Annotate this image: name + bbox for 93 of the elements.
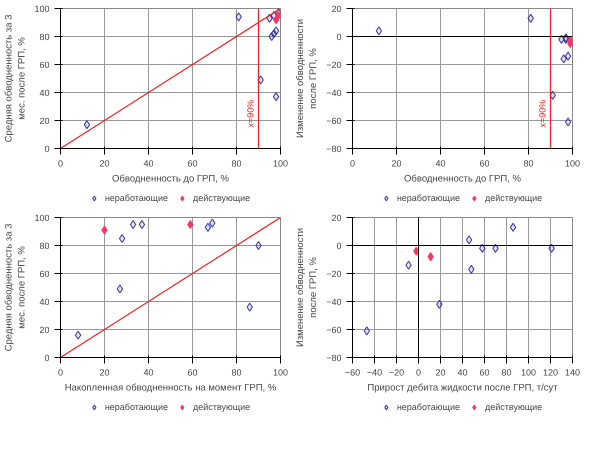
point	[405, 260, 412, 270]
y-tick-label: 0	[44, 353, 50, 363]
x-tick-label: 20	[99, 368, 110, 378]
x-tick-label: 0	[350, 158, 356, 168]
x-tick-label: 80	[231, 368, 242, 378]
y-tick-label: 0	[44, 144, 50, 154]
point	[436, 300, 443, 309]
x-tick-label: 40	[457, 368, 468, 378]
point	[427, 252, 434, 262]
legend-label: действующие	[484, 401, 542, 413]
point	[116, 284, 124, 294]
x-tick-label: 0	[58, 368, 64, 378]
x-tick-label: 60	[187, 368, 198, 378]
y-tick-label: −40	[326, 88, 342, 98]
y-tick-label: 100	[34, 4, 50, 14]
y-tick-label: 60	[39, 60, 50, 70]
point	[376, 26, 382, 36]
y-tick-label: −60	[326, 116, 342, 126]
x-tick-label: 100	[520, 368, 536, 378]
x-tick-label: −40	[366, 368, 382, 378]
x-tick-label: 0	[58, 158, 64, 168]
y-tick-label: 20	[331, 4, 342, 14]
y-tick-label: 20	[331, 213, 342, 223]
y-tick-label: 40	[39, 88, 50, 98]
y-tick-label: 0	[336, 241, 342, 251]
x-tick-label: 40	[143, 368, 154, 378]
ref-line-label: x=90%	[538, 100, 548, 128]
x-tick-label: 20	[99, 158, 110, 168]
y-axis-title: Средняя обводненность за 3 мес. после ГРП, %	[3, 14, 28, 142]
y-tick-label: 20	[39, 116, 50, 126]
point	[74, 330, 82, 340]
x-axis-title: Обводненность до ГРП, %	[112, 174, 230, 184]
y-tick-label: −80	[326, 144, 342, 154]
x-tick-label: 80	[231, 158, 242, 168]
legend-label: неработающие	[104, 401, 168, 413]
y-tick-label: −20	[326, 269, 342, 279]
y-tick-label: −80	[326, 353, 342, 363]
x-tick-label: 80	[523, 158, 534, 168]
x-tick-label: 120	[542, 368, 558, 378]
point	[118, 234, 126, 243]
x-axis-title: Прирост дебита жидкости после ГРП, т/сут	[367, 382, 558, 394]
y-tick-label: 60	[39, 269, 50, 279]
y-tick-label: 0	[336, 32, 342, 42]
x-axis-title: Обводненность до ГРП, %	[404, 174, 522, 184]
legend-label: неработающие	[104, 192, 168, 204]
legend-label: действующие	[192, 192, 250, 204]
point	[548, 244, 555, 253]
y-tick-label: −20	[326, 60, 342, 70]
x-tick-label: −60	[344, 368, 360, 378]
point	[564, 52, 572, 61]
x-tick-label: 60	[187, 158, 198, 168]
x-tick-label: 100	[272, 368, 288, 378]
point	[270, 29, 278, 38]
point	[255, 241, 262, 250]
legend-label: действующие	[192, 401, 250, 413]
legend-label: неработающие	[396, 401, 460, 413]
x-tick-label: 140	[564, 368, 580, 378]
y-axis-title: Средняя обводненность за 3 мес. после ГРП, %	[3, 224, 28, 352]
x-axis-title: Накопленная обводненность на момент ГРП, %	[64, 382, 277, 394]
y-tick-label: 100	[34, 213, 50, 223]
point	[84, 120, 90, 130]
ref-line-label: x=90%	[246, 100, 256, 128]
x-tick-label: 20	[391, 158, 402, 168]
point	[492, 244, 499, 253]
x-tick-label: 20	[435, 368, 446, 378]
point	[187, 220, 194, 229]
point	[204, 222, 212, 232]
point	[138, 220, 146, 229]
x-tick-label: 40	[435, 158, 446, 168]
y-tick-label: 80	[39, 241, 50, 251]
x-tick-label: 100	[272, 158, 288, 168]
x-tick-label: 0	[416, 368, 422, 378]
y-tick-label: 80	[39, 32, 50, 42]
y-tick-label: −60	[326, 325, 342, 335]
x-tick-label: 100	[564, 158, 580, 168]
point	[130, 220, 136, 229]
x-tick-label: 60	[479, 368, 490, 378]
y-axis-title: Изменение обводненности после ГРП, %	[295, 228, 320, 347]
point	[272, 92, 280, 102]
x-tick-label: 60	[479, 158, 490, 168]
y-tick-label: 40	[39, 297, 50, 307]
y-tick-label: 20	[39, 325, 50, 335]
point	[510, 222, 516, 232]
x-tick-label: 40	[143, 158, 154, 168]
legend-label: неработающие	[396, 192, 460, 204]
legend-label: действующие	[484, 192, 542, 204]
point	[101, 226, 108, 235]
x-tick-label: −20	[388, 368, 404, 378]
x-tick-label: 80	[501, 368, 512, 378]
y-axis-title: Изменение обводненности после ГРП, %	[295, 18, 320, 138]
y-tick-label: −40	[326, 297, 342, 307]
point	[564, 117, 572, 126]
point	[466, 235, 472, 244]
